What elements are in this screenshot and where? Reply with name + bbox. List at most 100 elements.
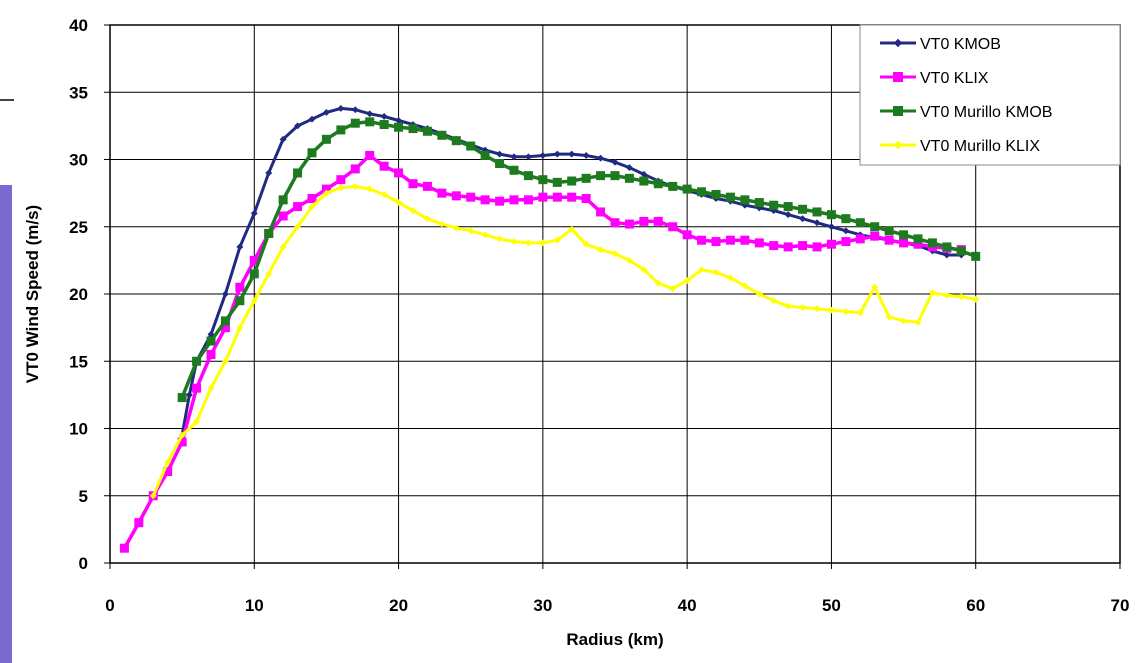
data-point — [812, 207, 822, 217]
data-point — [236, 243, 244, 251]
data-point — [294, 122, 302, 130]
legend-item: VT0 KLIX — [880, 70, 989, 87]
data-point — [177, 393, 187, 403]
data-point — [913, 234, 923, 244]
data-point — [185, 391, 193, 399]
data-point — [394, 122, 404, 132]
data-point — [842, 227, 850, 235]
data-point — [552, 192, 562, 202]
data-point — [250, 209, 258, 217]
legend-item: VT0 KMOB — [880, 36, 1001, 53]
data-point — [321, 184, 331, 194]
data-point — [568, 150, 576, 158]
data-point — [307, 194, 317, 204]
legend-label: VT0 KLIX — [920, 70, 989, 87]
legend-swatch-marker — [893, 72, 903, 82]
data-point — [899, 230, 909, 240]
data-point — [784, 302, 792, 310]
data-point — [495, 159, 505, 169]
data-point — [740, 235, 750, 245]
data-point — [697, 235, 707, 245]
data-point — [149, 492, 157, 500]
data-point — [294, 223, 302, 231]
data-point — [279, 135, 287, 143]
data-point — [971, 251, 981, 261]
data-point — [480, 195, 490, 205]
data-point — [539, 239, 547, 247]
data-point — [553, 236, 561, 244]
data-point — [653, 179, 663, 189]
data-point — [480, 150, 490, 160]
legend: VT0 KMOB VT0 KLIX VT0 Murillo KMOB VT0 Muri… — [859, 24, 1121, 166]
data-point — [885, 313, 893, 321]
data-point — [509, 195, 519, 205]
y-tick-label: 15 — [69, 352, 88, 371]
data-point — [568, 225, 576, 233]
data-point — [466, 192, 476, 202]
data-point — [596, 207, 606, 217]
data-point — [322, 189, 330, 197]
data-point — [841, 214, 851, 224]
data-point — [841, 237, 851, 247]
data-point — [322, 108, 330, 116]
data-point — [423, 215, 431, 223]
data-point — [870, 231, 880, 241]
data-point — [855, 234, 865, 244]
legend-swatch-marker — [893, 140, 903, 150]
y-tick-label: 10 — [69, 420, 88, 439]
data-point — [206, 336, 216, 346]
data-point — [928, 289, 936, 297]
data-point — [697, 187, 707, 197]
data-point — [597, 246, 605, 254]
data-point — [539, 151, 547, 160]
data-point — [408, 124, 418, 134]
data-point — [119, 543, 129, 553]
data-point — [380, 112, 388, 121]
data-point — [337, 184, 345, 192]
data-point — [278, 195, 288, 205]
data-point — [192, 356, 202, 366]
data-point — [581, 173, 591, 183]
data-point — [826, 210, 836, 220]
data-point — [726, 274, 734, 282]
y-tick-label: 40 — [69, 16, 88, 35]
data-point — [438, 220, 446, 228]
data-point — [783, 242, 793, 252]
data-point — [942, 242, 952, 252]
data-point — [523, 195, 533, 205]
data-point — [250, 297, 258, 305]
y-axis-title: VT0 Wind Speed (m/s) — [23, 205, 42, 383]
data-point — [366, 185, 374, 193]
data-point — [236, 324, 244, 332]
x-tick-label: 20 — [389, 596, 408, 615]
data-point — [220, 323, 230, 333]
x-tick-label: 40 — [678, 596, 697, 615]
data-point — [899, 238, 909, 248]
data-point — [799, 215, 807, 223]
data-point — [826, 239, 836, 249]
data-point — [193, 418, 201, 426]
data-point — [351, 182, 359, 190]
data-point — [192, 383, 202, 393]
data-point — [467, 227, 475, 235]
x-tick-labels: 0 10 20 30 40 50 60 70 — [105, 596, 1129, 615]
series-vt0-murillo-klix — [149, 182, 980, 500]
legend-label: VT0 Murillo KMOB — [920, 104, 1052, 121]
data-point — [913, 239, 923, 249]
x-tick-label: 30 — [533, 596, 552, 615]
data-point — [654, 279, 662, 287]
data-point — [379, 120, 389, 130]
data-point — [581, 194, 591, 204]
data-point — [380, 190, 388, 199]
data-point — [451, 136, 461, 146]
data-point — [827, 223, 835, 231]
y-tick-label: 30 — [69, 151, 88, 170]
data-point — [394, 168, 404, 178]
data-point — [783, 202, 793, 212]
legend-item: VT0 Murillo KMOB — [880, 104, 1052, 121]
data-point — [553, 150, 561, 158]
data-point — [914, 318, 922, 326]
data-point — [624, 173, 634, 183]
data-point — [711, 189, 721, 199]
